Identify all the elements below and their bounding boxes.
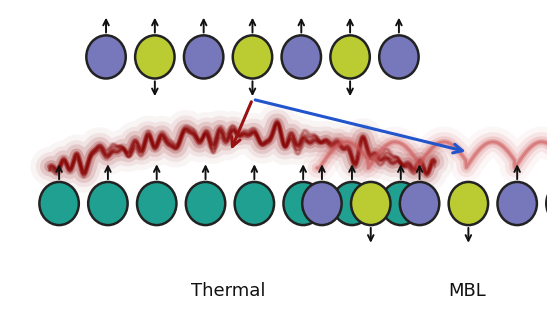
Ellipse shape [400, 182, 439, 225]
Ellipse shape [283, 182, 323, 225]
Ellipse shape [282, 35, 321, 78]
Ellipse shape [235, 182, 274, 225]
Ellipse shape [331, 35, 370, 78]
Ellipse shape [186, 182, 225, 225]
Ellipse shape [381, 182, 421, 225]
Ellipse shape [302, 182, 342, 225]
Text: MBL: MBL [449, 282, 486, 300]
Ellipse shape [88, 182, 128, 225]
Ellipse shape [351, 182, 390, 225]
Ellipse shape [546, 182, 550, 225]
Ellipse shape [379, 35, 419, 78]
Ellipse shape [40, 182, 79, 225]
Ellipse shape [137, 182, 177, 225]
Ellipse shape [332, 182, 372, 225]
Ellipse shape [497, 182, 537, 225]
Ellipse shape [184, 35, 223, 78]
Ellipse shape [86, 35, 126, 78]
Text: Thermal: Thermal [191, 282, 265, 300]
Ellipse shape [233, 35, 272, 78]
Ellipse shape [135, 35, 174, 78]
Ellipse shape [449, 182, 488, 225]
